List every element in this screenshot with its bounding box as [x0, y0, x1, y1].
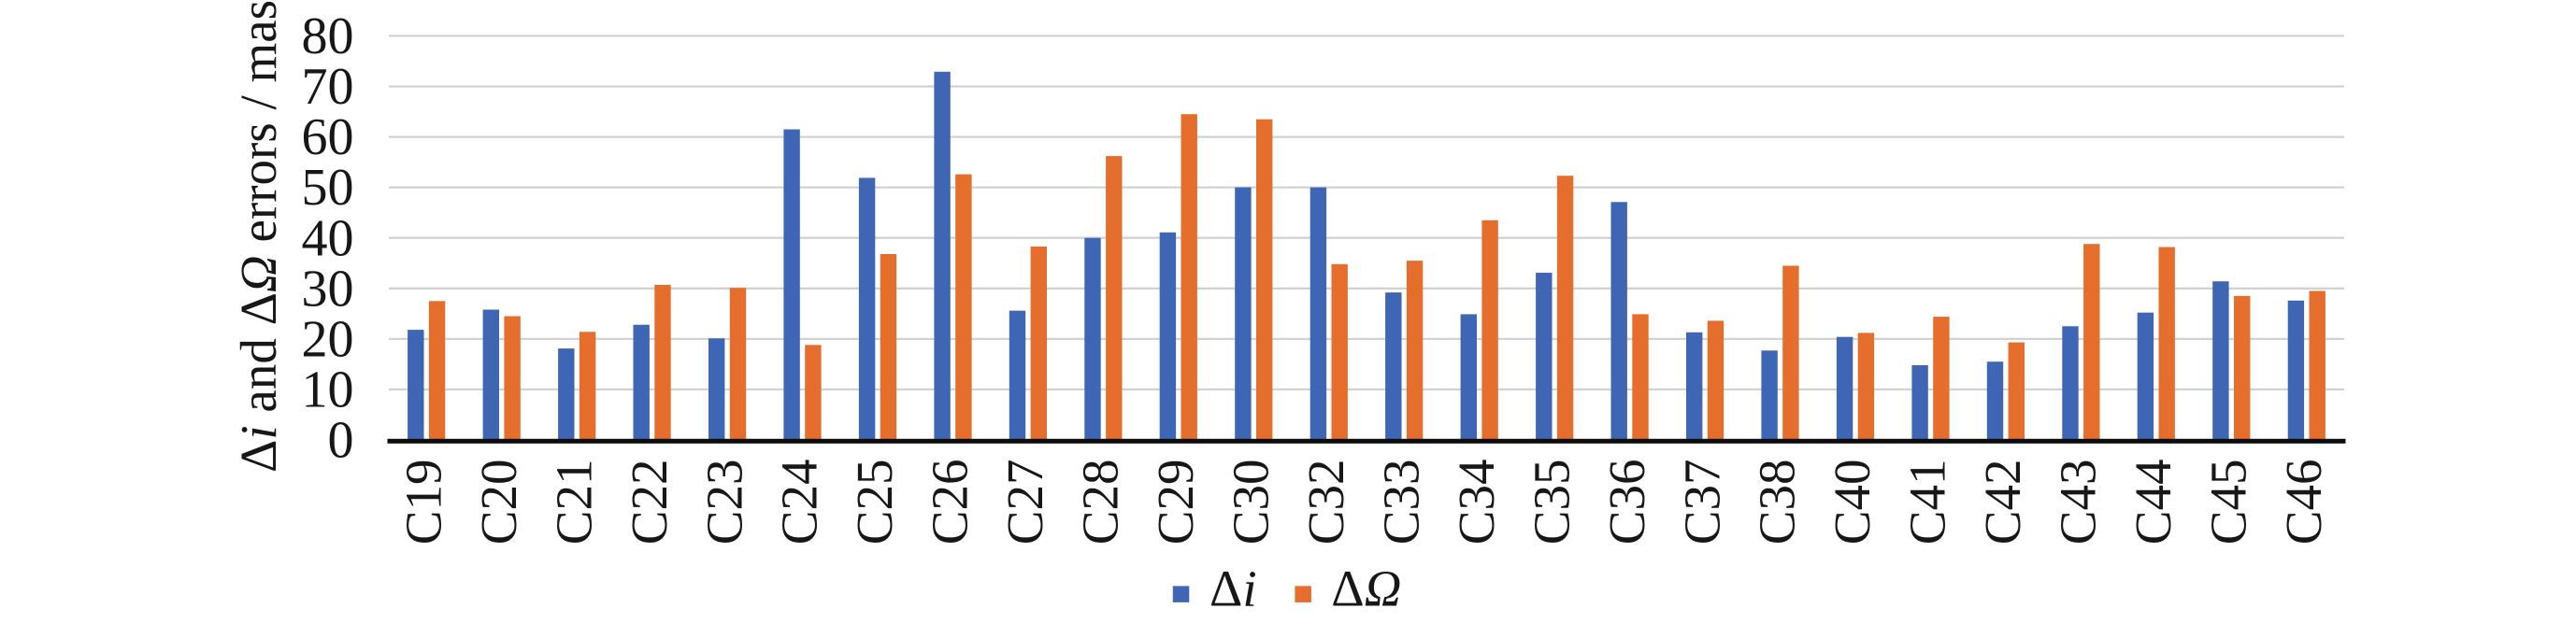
svg-text:C41: C41: [1899, 460, 1956, 545]
svg-text:C44: C44: [2125, 460, 2182, 545]
svg-text:60: 60: [302, 108, 354, 166]
svg-text:Δi: Δi: [1209, 560, 1257, 617]
svg-text:C23: C23: [695, 460, 752, 545]
svg-text:Δi and ΔΩ errors / mas: Δi and ΔΩ errors / mas: [230, 0, 287, 473]
svg-text:30: 30: [302, 260, 354, 318]
svg-text:C46: C46: [2275, 460, 2332, 545]
svg-text:C40: C40: [1824, 460, 1881, 545]
svg-text:C33: C33: [1372, 460, 1429, 545]
svg-text:C26: C26: [922, 460, 979, 545]
svg-text:C25: C25: [846, 460, 903, 545]
svg-text:C24: C24: [771, 460, 828, 545]
svg-text:C22: C22: [621, 460, 678, 545]
svg-text:C45: C45: [2200, 460, 2257, 545]
svg-text:C37: C37: [1673, 460, 1730, 545]
svg-text:C36: C36: [1598, 460, 1655, 545]
svg-text:C28: C28: [1072, 460, 1129, 545]
svg-text:C20: C20: [470, 460, 527, 545]
svg-text:50: 50: [302, 159, 354, 217]
svg-text:70: 70: [302, 58, 354, 116]
svg-text:10: 10: [302, 361, 354, 419]
svg-text:C43: C43: [2050, 460, 2107, 545]
svg-text:0: 0: [328, 412, 354, 470]
svg-text:C32: C32: [1297, 460, 1354, 545]
svg-text:C27: C27: [996, 460, 1053, 545]
svg-text:C35: C35: [1523, 460, 1580, 545]
svg-text:C30: C30: [1223, 460, 1280, 545]
svg-text:C38: C38: [1749, 460, 1806, 545]
svg-text:C34: C34: [1448, 460, 1505, 545]
svg-text:C29: C29: [1147, 460, 1204, 545]
svg-text:C19: C19: [394, 460, 451, 545]
svg-text:40: 40: [302, 209, 354, 267]
svg-text:ΔΩ: ΔΩ: [1331, 560, 1401, 617]
svg-text:20: 20: [302, 311, 354, 369]
svg-text:C21: C21: [545, 460, 602, 545]
svg-text:80: 80: [302, 7, 354, 65]
svg-text:C42: C42: [1974, 460, 2031, 545]
